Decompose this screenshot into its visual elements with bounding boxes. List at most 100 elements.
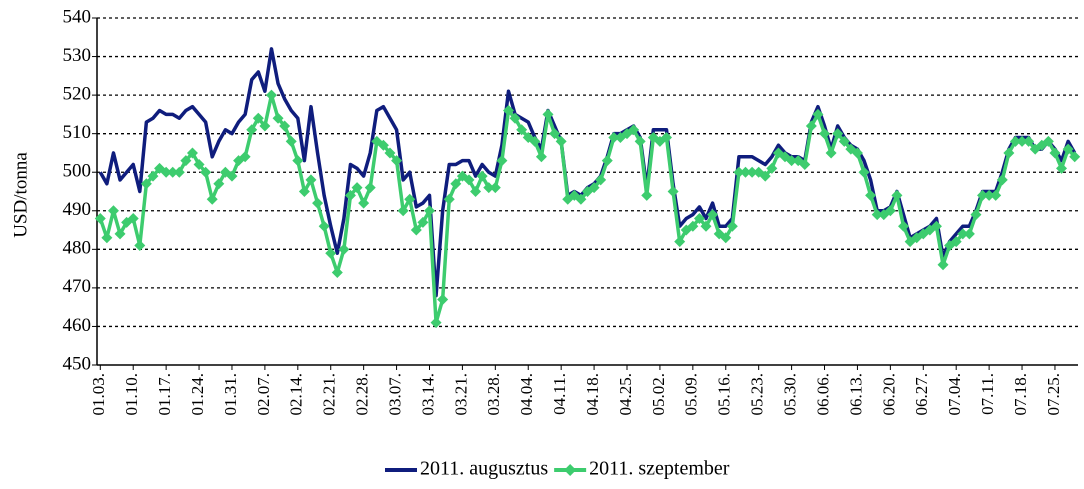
series-marker — [963, 228, 975, 240]
series-marker — [173, 166, 185, 178]
series-marker — [1062, 143, 1074, 155]
series-marker — [476, 170, 488, 182]
y-tick-label: 460 — [63, 315, 92, 336]
series-marker — [384, 147, 396, 159]
series-marker — [364, 182, 376, 194]
series-marker — [535, 151, 547, 163]
series-marker — [838, 135, 850, 147]
series-marker — [147, 170, 159, 182]
series-marker — [950, 236, 962, 248]
y-tick-label: 520 — [63, 83, 92, 104]
x-tick-label: 01.24. — [188, 373, 207, 416]
series-marker — [634, 135, 646, 147]
series-marker — [410, 224, 422, 236]
x-tick-label: 02.07. — [254, 373, 273, 416]
series-marker — [970, 209, 982, 221]
series-marker — [641, 189, 653, 201]
series-marker — [186, 147, 198, 159]
series-marker — [206, 193, 218, 205]
x-tick-label: 07.25. — [1044, 373, 1063, 416]
series-marker — [160, 166, 172, 178]
series-marker — [285, 135, 297, 147]
series-marker — [423, 205, 435, 217]
series-marker — [667, 186, 679, 197]
series-marker — [252, 112, 264, 124]
x-tick-label: 07.04. — [945, 373, 964, 416]
x-tick-label: 07.18. — [1011, 373, 1030, 416]
x-tick-label: 01.10. — [122, 373, 141, 416]
series-marker — [200, 166, 212, 178]
series-marker — [107, 205, 119, 217]
series-marker — [740, 166, 752, 178]
series-marker — [180, 155, 192, 167]
series-marker — [786, 155, 798, 167]
series-marker — [588, 182, 600, 194]
series-marker — [470, 186, 482, 197]
series-marker — [1009, 135, 1021, 147]
series-marker — [496, 155, 508, 167]
series-marker — [555, 135, 567, 147]
series-marker — [977, 189, 989, 201]
series-marker — [720, 232, 732, 244]
series-marker — [298, 186, 310, 197]
series-line — [98, 93, 1077, 325]
series-marker — [529, 135, 541, 147]
y-tick-label: 450 — [63, 353, 92, 374]
x-tick-label: 07.11. — [978, 373, 997, 415]
series-marker — [799, 159, 811, 171]
legend-label: 2011. augusztus — [420, 458, 548, 480]
legend-marker — [564, 464, 577, 476]
series-marker — [134, 239, 146, 251]
series-marker — [292, 155, 304, 167]
x-tick-label: 04.11. — [550, 373, 569, 415]
series-marker — [239, 151, 251, 163]
x-tick-label: 04.04. — [517, 373, 536, 416]
series-marker — [608, 132, 620, 144]
series-marker — [259, 120, 271, 132]
series-marker — [687, 220, 699, 232]
series-marker — [443, 193, 455, 205]
series-marker — [1042, 135, 1054, 147]
series-marker — [437, 293, 449, 305]
series-marker — [279, 120, 291, 132]
series-marker — [805, 120, 817, 132]
series-marker — [812, 108, 824, 120]
series-marker — [344, 189, 356, 201]
series-marker — [114, 228, 126, 240]
series-marker — [305, 174, 317, 186]
series-marker — [1049, 147, 1061, 159]
x-tick-label: 03.21. — [451, 373, 470, 416]
series-marker — [450, 178, 462, 190]
x-tick-label: 06.13. — [846, 373, 865, 416]
y-tick-label: 480 — [63, 238, 92, 259]
series-marker — [930, 220, 942, 232]
x-tick-label: 06.20. — [879, 373, 898, 416]
series-marker — [601, 155, 613, 167]
series-marker — [549, 128, 561, 140]
series-marker — [825, 147, 837, 159]
y-tick-label: 490 — [63, 199, 92, 220]
series-marker — [404, 193, 416, 205]
series-marker — [996, 174, 1008, 186]
series-marker — [759, 170, 771, 182]
x-tick-label: 02.21. — [320, 373, 339, 416]
series-marker — [575, 193, 587, 205]
series-marker — [489, 182, 501, 194]
series-marker — [325, 247, 337, 259]
x-tick-label: 01.31. — [221, 373, 240, 416]
x-tick-label: 05.09. — [682, 373, 701, 416]
series-marker — [272, 112, 284, 124]
series-marker — [628, 124, 640, 136]
series-marker — [1056, 162, 1068, 174]
series-marker — [746, 166, 758, 178]
y-tick-label: 510 — [63, 122, 92, 143]
series-marker — [483, 182, 495, 194]
x-tick-label: 05.30. — [781, 373, 800, 416]
series-marker — [167, 166, 179, 178]
series-marker — [94, 212, 106, 224]
x-tick-label: 03.14. — [418, 373, 437, 416]
series-marker — [463, 174, 475, 186]
x-tick-label: 02.14. — [287, 373, 306, 416]
x-tick-label: 05.16. — [715, 373, 734, 416]
